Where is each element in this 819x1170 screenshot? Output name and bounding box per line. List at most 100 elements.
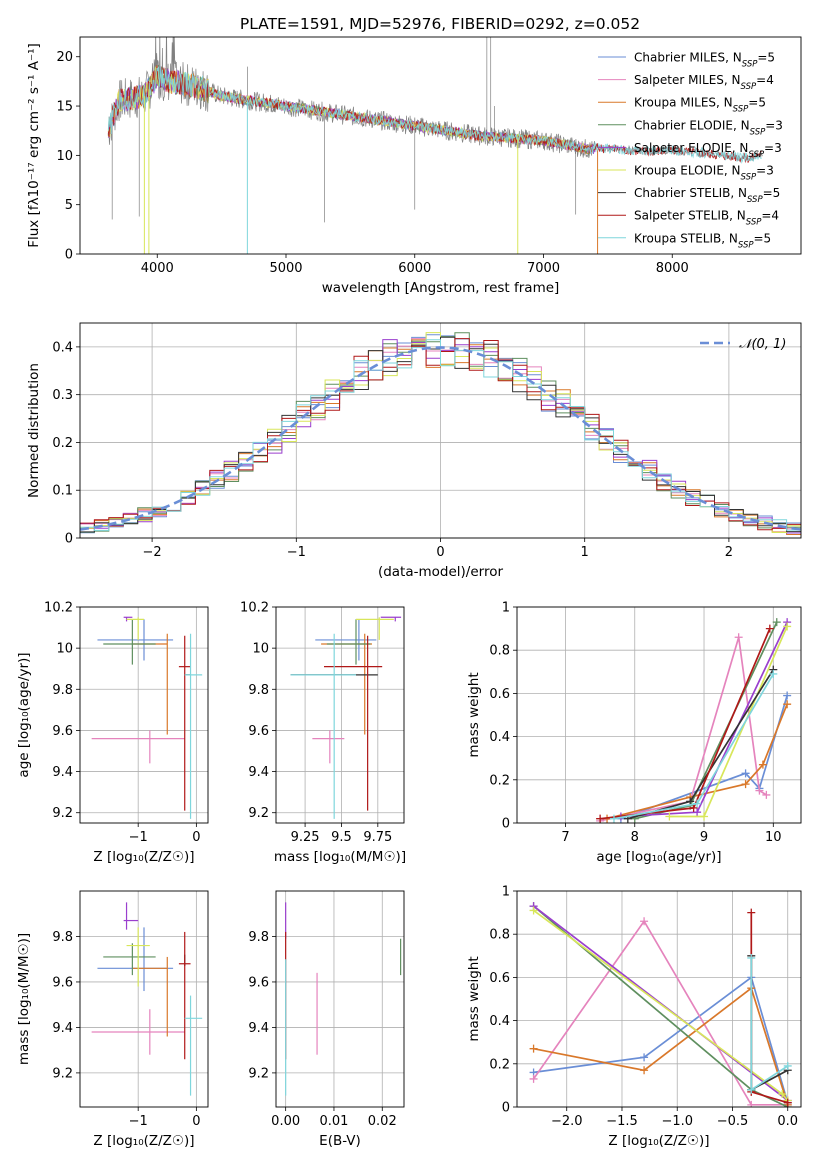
weight-marker [609,814,618,823]
panel-age_vs_z: −1 0 9.2 9.4 9.6 9.8 10 10.2 Z [log₁₀(Z/Z☉)] age … [16,601,209,865]
weight-marker [640,1053,649,1062]
weight-marker [772,618,781,627]
x-tick-label: −2 [143,545,162,560]
weight-marker [758,760,767,769]
errorbar-point-7 [178,931,191,1060]
y-tick-label: 0.2 [489,773,510,788]
y-tick-label: 0.3 [52,388,73,403]
panel-residuals: −2 −1 0 1 2 0 0.1 0.2 0.3 0.4 (data-model)/error No… [26,322,802,580]
axes-border [79,36,802,255]
weight-marker [783,700,792,709]
weight-marker [747,1100,756,1107]
weight-line-0 [620,695,788,820]
residual-histogram-8 [80,339,801,531]
axes-frame-weight_vs_z: −2.0 −1.5 −1.0 −0.5 0.0 0 0.2 0.4 0.6 0.8 1 Z [log₁… [466,885,802,1149]
weight-marker [529,906,538,915]
errorbar-point-7 [178,635,191,811]
x-tick-label: −1 [287,545,306,560]
weight-marker [640,917,649,926]
legend-label-8: Kroupa STELIB, NSSP=5 [634,231,771,250]
errorbar-point-3 [103,619,156,665]
x-tick-label: −2.0 [551,1114,583,1129]
y-tick-label: 9.2 [52,806,73,821]
axes-frame-spectrum: 4000 5000 6000 7000 8000 0 5 10 15 20 wavelength [… [26,36,802,296]
y-tick-label: 0.2 [489,1057,510,1072]
y-tick-label: 0 [502,817,510,832]
axes-frame-age_vs_mass: 9.25 9.5 9.75 9.2 9.4 9.6 9.8 10 10.2 mass [log₁₀… [240,601,406,866]
y-tick-label: 9.8 [248,683,269,698]
axes-border [79,890,209,1108]
x-tick-label: 0.02 [368,1114,397,1129]
plot-area-residuals [80,332,801,535]
x-tick-label: 9.5 [331,830,352,845]
weight-marker [755,786,764,795]
y-tick-label: 0.2 [52,436,73,451]
x-tick-label: −0.5 [717,1114,749,1129]
errorbar-point-5 [126,927,150,987]
y-tick-label: 0.4 [52,340,73,355]
legend-label-1: Salpeter MILES, NSSP=4 [634,73,774,92]
x-axis-label: wavelength [Angstrom, rest frame] [322,280,560,296]
panel-age_vs_mass: 9.25 9.5 9.75 9.2 9.4 9.6 9.8 10 10.2 mass [log₁₀… [240,601,406,866]
weight-marker [640,1066,649,1075]
model-line-8 [107,66,763,164]
axes-frame-mass_vs_ebv: 0.00 0.01 0.02 9.2 9.4 9.6 9.8 E(B-V) [248,890,405,1149]
panel-spectrum: 4000 5000 6000 7000 8000 0 5 10 15 20 wavelength [… [26,36,802,296]
errorbar-point-5 [356,617,394,640]
x-axis-label: Z [log₁₀(Z/Z☉)] [93,1133,194,1149]
plot-area-weight_vs_z [529,902,792,1107]
weight-line-2 [533,986,789,1106]
y-axis-label: age [log₁₀(age/yr)] [16,652,32,777]
x-tick-label: 0.00 [271,1114,300,1129]
y-tick-label: 10 [56,642,73,657]
y-tick-label: 0.8 [489,928,510,943]
y-tick-label: 9.8 [52,930,73,945]
errorbar-point-3 [103,943,156,976]
errorbar-point-8 [184,633,203,819]
gaussian-legend-label: 𝒩(0, 1) [739,337,786,352]
x-tick-label: 10 [765,830,782,845]
legend-label-0: Chabrier MILES, NSSP=5 [634,51,775,70]
axes-frame-weight_vs_age: 7 8 9 10 0 0.2 0.4 0.6 0.8 1 age [log₁₀(age/yr)] ma… [466,601,802,865]
legend-label-3: Chabrier ELODIE, NSSP=3 [634,118,783,137]
axes-border [516,890,802,1108]
model-line-7 [107,65,763,164]
x-tick-label: 6000 [398,261,431,276]
axes-frame-age_vs_z: −1 0 9.2 9.4 9.6 9.8 10 10.2 Z [log₁₀(Z/Z☉)] age … [16,601,209,865]
x-tick-label: −1.0 [661,1114,693,1129]
x-tick-label: 0.01 [319,1114,348,1129]
y-axis-label: Flux [fλ10⁻¹⁷ erg cm⁻² s⁻¹ A⁻¹] [26,43,42,248]
weight-marker [783,1061,792,1070]
x-tick-label: −1 [129,830,148,845]
x-tick-label: 0 [436,545,444,560]
y-tick-label: 9.2 [248,806,269,821]
weight-marker [596,814,605,823]
y-tick-label: 1 [502,601,510,616]
x-tick-label: 8000 [656,261,689,276]
axes-border [79,322,802,539]
weight-marker [665,812,674,821]
errorbar-point-7 [324,635,383,811]
legend-label-4: Salpeter ELODIE, NSSP=3 [634,141,782,160]
x-tick-label: 4000 [141,261,174,276]
weight-marker [765,624,774,633]
x-tick-label: 1 [581,545,589,560]
axes-border [79,606,209,824]
x-tick-label: −1.5 [606,1114,638,1129]
axes-border [275,890,405,1108]
weight-line-1 [532,919,788,1106]
weight-marker [529,1044,538,1053]
x-axis-label: E(B-V) [319,1133,361,1149]
y-tick-label: 10.2 [240,601,269,616]
panel-mass_vs_z: −1 0 9.2 9.4 9.6 9.8 Z [log₁₀(Z/Z☉)] mass [log₁… [16,890,209,1149]
y-tick-label: 0 [502,1101,510,1116]
errorbar-point-2 [132,633,168,735]
y-tick-label: 0.1 [52,484,73,499]
errorbar-point-4 [380,616,402,622]
x-tick-label: 5000 [269,261,302,276]
weight-marker [747,953,756,962]
weight-marker [783,1098,792,1107]
figure-title: PLATE=1591, MJD=52976, FIBERID=0292, z=0… [240,15,640,33]
y-tick-label: 0.6 [489,687,510,702]
y-tick-label: 9.6 [248,975,269,990]
